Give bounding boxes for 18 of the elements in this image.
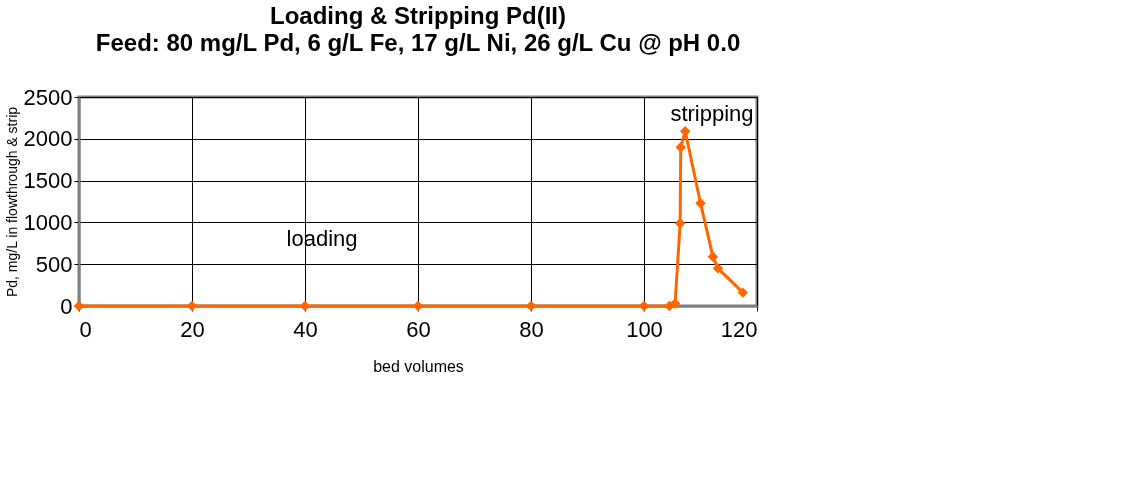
y-tick-label: 2000 xyxy=(23,126,73,152)
x-tick-label: 80 xyxy=(519,316,544,342)
y-tick-label: 500 xyxy=(35,251,73,277)
y-tick-label: 1500 xyxy=(23,168,73,194)
y-tick-label: 1000 xyxy=(23,209,73,235)
x-tick-label: 60 xyxy=(406,316,431,342)
y-tick-label: 0 xyxy=(60,293,73,319)
x-tick-label: 100 xyxy=(626,316,663,342)
x-tick-label: 20 xyxy=(180,316,205,342)
y-tick-label: 2500 xyxy=(23,84,73,110)
annotation: stripping xyxy=(670,101,754,126)
y-axis-title: Pd, mg/L in flowthrough & strip xyxy=(3,106,20,298)
chart-title: Loading & Stripping Pd(II) xyxy=(270,2,566,29)
x-tick-label: 0 xyxy=(79,316,92,342)
x-axis-title: bed volumes xyxy=(373,357,464,375)
x-tick-label: 120 xyxy=(720,316,758,342)
chart-subtitle: Feed: 80 mg/L Pd, 6 g/L Fe, 17 g/L Ni, 26 g/L Cu @ pH 0.0 xyxy=(95,29,741,56)
x-tick-label: 40 xyxy=(293,316,318,342)
